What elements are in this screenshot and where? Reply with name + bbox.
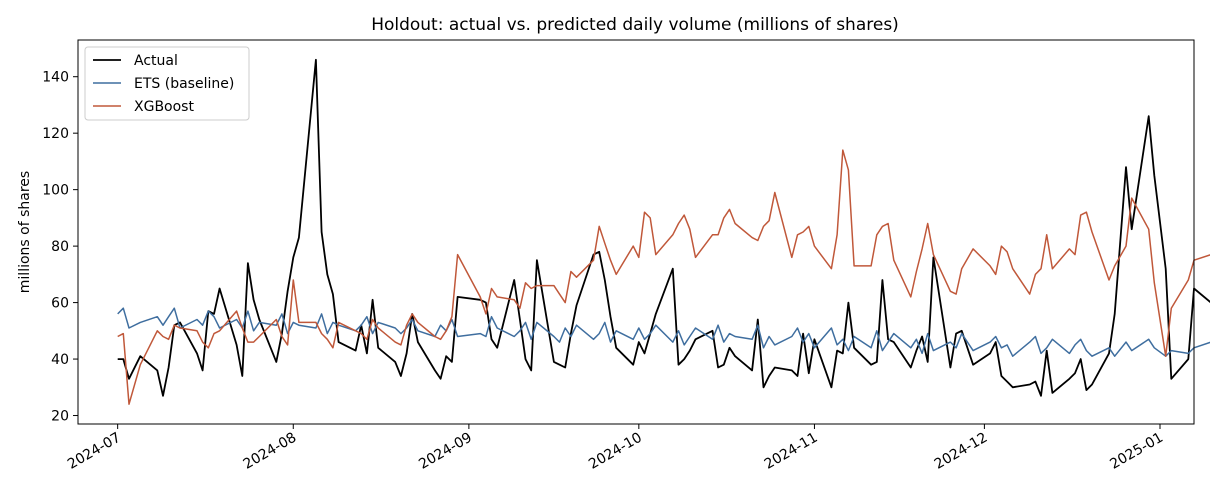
- y-tick-label: 120: [42, 126, 69, 142]
- series-layer: [117, 58, 1210, 405]
- y-axis-label: millions of shares: [17, 171, 33, 293]
- y-tick-label: 60: [51, 296, 69, 312]
- series-0: [117, 58, 1210, 397]
- legend-label: ETS (baseline): [134, 76, 234, 92]
- series-2: [117, 149, 1210, 405]
- series-1: [117, 307, 1210, 357]
- y-tick-label: 100: [42, 183, 69, 199]
- legend: Actual ETS (baseline) XGBoost: [84, 46, 250, 121]
- series-line-2: [117, 149, 1210, 405]
- y-tick-label: 40: [51, 352, 69, 368]
- chart-title: Holdout: actual vs. predicted daily volu…: [371, 15, 899, 35]
- legend-label: XGBoost: [134, 99, 194, 115]
- y-tick-label: 20: [51, 409, 69, 425]
- y-tick-label: 80: [51, 239, 69, 255]
- series-line-0: [117, 58, 1210, 397]
- legend-label: Actual: [134, 53, 178, 69]
- plot-frame: [77, 39, 1195, 425]
- series-line-1: [117, 307, 1210, 357]
- legend-box: [84, 46, 250, 121]
- y-tick-label: 140: [42, 70, 69, 86]
